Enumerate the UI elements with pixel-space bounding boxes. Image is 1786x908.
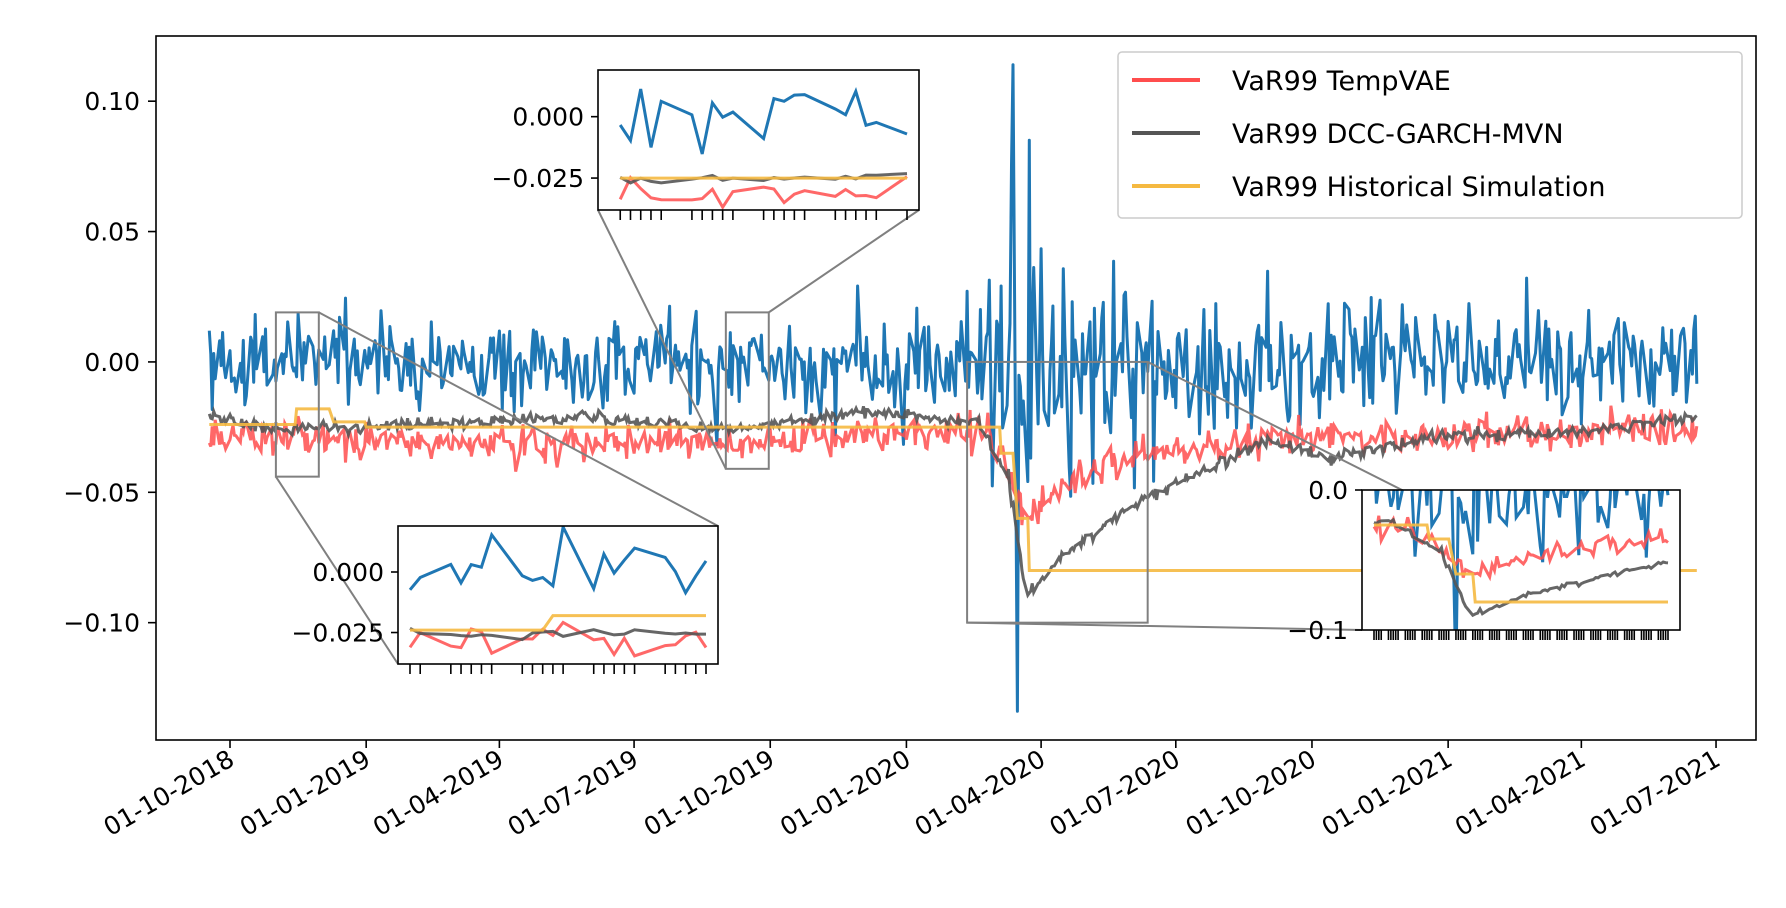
zoom-connector-inset-nov-2018 [318, 311, 719, 527]
inset-line-var99-tempvae [618, 174, 908, 210]
series-line-var99-tempvae [207, 405, 1699, 526]
inset-line-returns [618, 87, 908, 155]
inset-covid: 0.0 −0.1 [1287, 476, 1681, 645]
inset-line-var99-tempvae [1372, 515, 1669, 582]
main-plot [207, 63, 1699, 713]
zoom-connector-inset-oct-2019 [597, 209, 727, 470]
series-line-var99-dcc-garch-mvn [207, 404, 1698, 599]
inset-nov-2018: 0.000 −0.025 [291, 525, 719, 674]
inset-y-tick-label: 0.000 [312, 558, 384, 587]
main-axes-frame [155, 35, 1757, 741]
main-axes-border [155, 35, 1757, 741]
legend-box [1117, 51, 1743, 219]
y-tick-label: 0.10 [84, 87, 140, 116]
zoom-connector-inset-oct-2019 [768, 209, 920, 314]
legend-label-historical-simulation: VaR99 Historical Simulation [1232, 172, 1606, 203]
legend-label-tempvae: VaR99 TempVAE [1232, 66, 1451, 97]
inset-line-var99-tempvae [408, 620, 708, 658]
inset-border [597, 69, 920, 211]
legend-label-dcc-garch: VaR99 DCC-GARCH-MVN [1232, 119, 1564, 150]
inset-border [1361, 489, 1681, 631]
inset-line-var99-historical-simulation [410, 614, 706, 632]
zoom-connector-inset-covid [967, 621, 1363, 631]
zoom-region-inset-oct-2019 [724, 311, 770, 470]
inset-line-var99-dcc-garch-mvn [409, 626, 706, 642]
insets: 0.000 −0.025 0.000 −0.025 0.0 −0.1 [291, 69, 1681, 674]
zoom-region-inset-nov-2018 [274, 311, 320, 478]
inset-line-var99-dcc-garch-mvn [1373, 517, 1669, 618]
y-axis: 0.10 0.05 0.00 −0.05 −0.10 [63, 87, 156, 638]
inset-oct-2019: 0.000 −0.025 [491, 69, 920, 220]
series-line-returns [207, 63, 1699, 713]
inset-y-tick-label: 0.000 [512, 103, 584, 132]
inset-y-tick-label: 0.0 [1308, 476, 1348, 505]
inset-line-returns [408, 526, 708, 596]
inset-line-var99-historical-simulation [1374, 523, 1668, 604]
inset-lines [618, 87, 908, 210]
inset-y-tick-label: −0.1 [1287, 616, 1348, 645]
inset-border [397, 525, 719, 665]
y-tick-label: −0.10 [63, 609, 140, 638]
inset-y-tick-label: −0.025 [291, 619, 384, 648]
y-tick-label: 0.05 [84, 218, 140, 247]
y-tick-label: −0.05 [63, 478, 140, 507]
inset-y-tick-label: −0.025 [491, 164, 584, 193]
zoom-connector-inset-nov-2018 [275, 476, 399, 665]
legend: VaR99 TempVAE VaR99 DCC-GARCH-MVN VaR99 … [1117, 51, 1743, 219]
inset-lines [408, 526, 708, 658]
inset-lines [1372, 490, 1670, 630]
zoom-region-inset-covid [966, 360, 1149, 624]
inset-line-returns [1374, 490, 1670, 630]
y-tick-label: 0.00 [84, 348, 140, 377]
